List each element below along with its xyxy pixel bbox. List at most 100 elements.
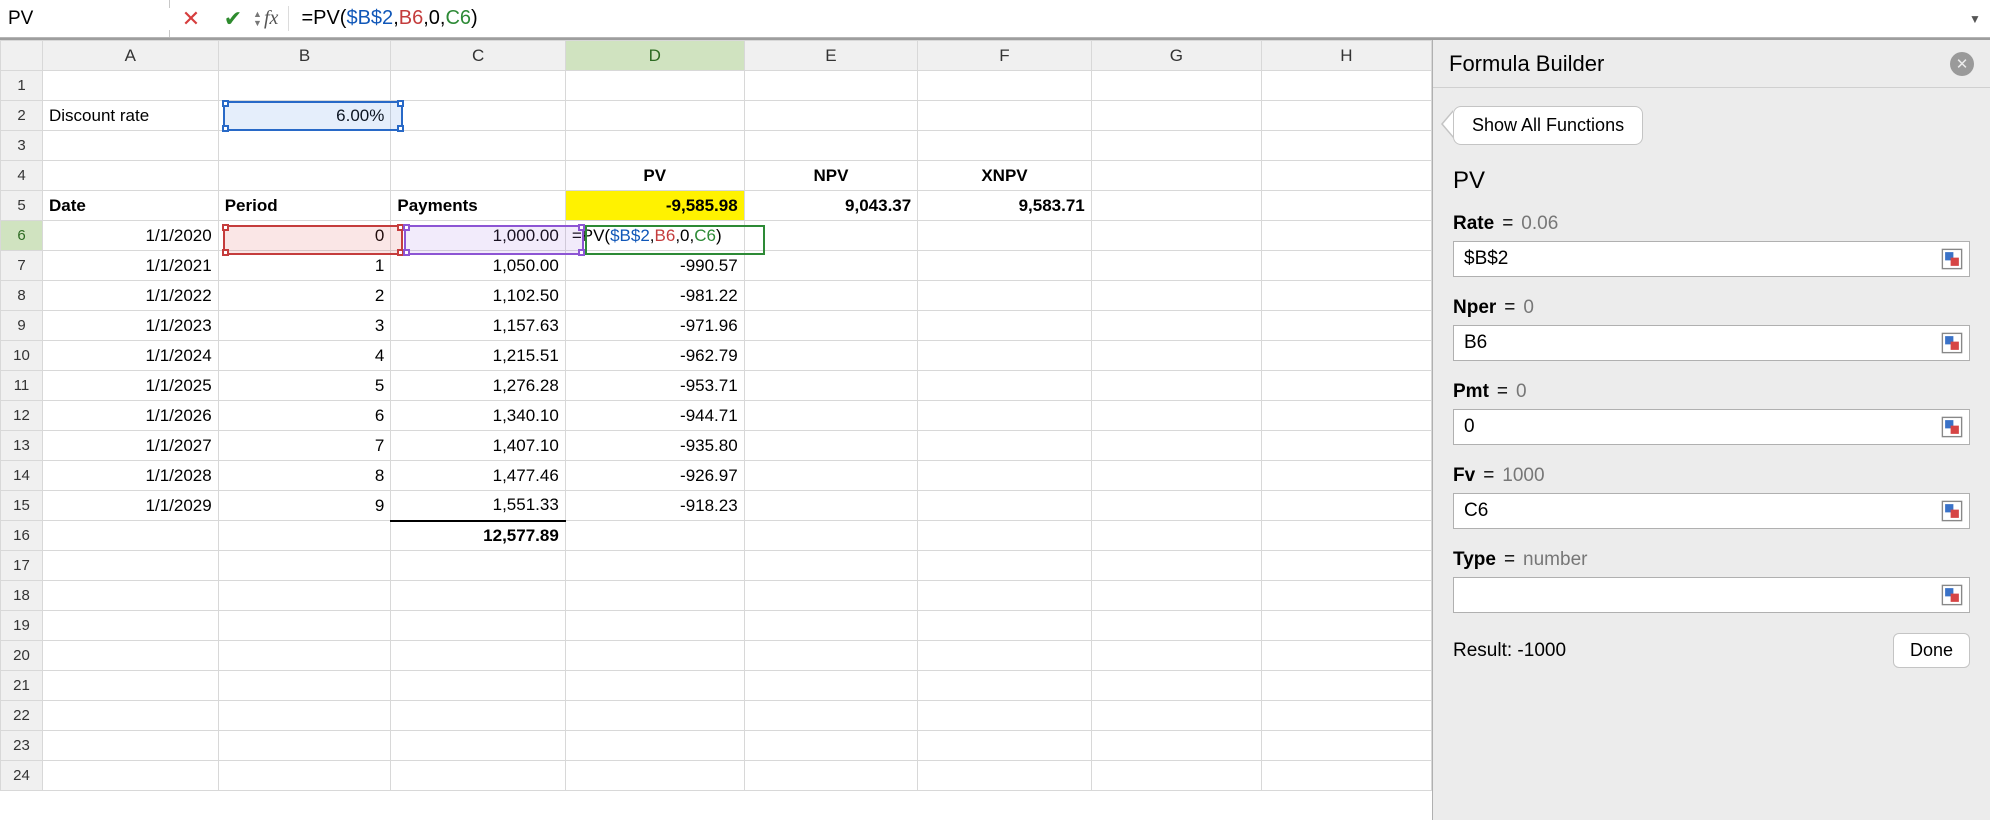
cell-B13[interactable]: 7 <box>218 431 391 461</box>
cell-G7[interactable] <box>1091 251 1261 281</box>
cell-E6[interactable] <box>744 221 918 251</box>
cell-B8[interactable]: 2 <box>218 281 391 311</box>
cell-G4[interactable] <box>1091 161 1261 191</box>
row-header-17[interactable]: 17 <box>1 551 43 581</box>
arg-input-nper[interactable] <box>1454 326 1941 360</box>
cell-F17[interactable] <box>918 551 1092 581</box>
cell-E16[interactable] <box>744 521 918 551</box>
cell-E10[interactable] <box>744 341 918 371</box>
range-picker-icon[interactable] <box>1941 332 1963 354</box>
cell-E19[interactable] <box>744 611 918 641</box>
cell-B4[interactable] <box>218 161 391 191</box>
cell-B21[interactable] <box>218 671 391 701</box>
range-picker-icon[interactable] <box>1941 500 1963 522</box>
cell-G9[interactable] <box>1091 311 1261 341</box>
cell-D15[interactable]: -918.23 <box>565 491 744 521</box>
cell-F12[interactable] <box>918 401 1092 431</box>
cell-G5[interactable] <box>1091 191 1261 221</box>
cell-H15[interactable] <box>1261 491 1431 521</box>
row-header-21[interactable]: 21 <box>1 671 43 701</box>
cell-H20[interactable] <box>1261 641 1431 671</box>
cell-D13[interactable]: -935.80 <box>565 431 744 461</box>
cell-C6[interactable]: 1,000.00 <box>391 221 565 251</box>
cell-H22[interactable] <box>1261 701 1431 731</box>
cell-B24[interactable] <box>218 761 391 791</box>
cell-D22[interactable] <box>565 701 744 731</box>
cell-B5[interactable]: Period <box>218 191 391 221</box>
cell-G24[interactable] <box>1091 761 1261 791</box>
cell-B14[interactable]: 8 <box>218 461 391 491</box>
cell-G16[interactable] <box>1091 521 1261 551</box>
cell-H9[interactable] <box>1261 311 1431 341</box>
cell-H21[interactable] <box>1261 671 1431 701</box>
cell-B20[interactable] <box>218 641 391 671</box>
row-header-18[interactable]: 18 <box>1 581 43 611</box>
cell-D17[interactable] <box>565 551 744 581</box>
cell-H16[interactable] <box>1261 521 1431 551</box>
cell-A6[interactable]: 1/1/2020 <box>43 221 219 251</box>
cell-B17[interactable] <box>218 551 391 581</box>
cell-F10[interactable] <box>918 341 1092 371</box>
cell-D20[interactable] <box>565 641 744 671</box>
cell-F3[interactable] <box>918 131 1092 161</box>
row-header-5[interactable]: 5 <box>1 191 43 221</box>
row-header-9[interactable]: 9 <box>1 311 43 341</box>
row-header-4[interactable]: 4 <box>1 161 43 191</box>
cell-A24[interactable] <box>43 761 219 791</box>
cell-F1[interactable] <box>918 71 1092 101</box>
cell-F24[interactable] <box>918 761 1092 791</box>
cell-E7[interactable] <box>744 251 918 281</box>
fx-label[interactable]: fx <box>254 6 289 32</box>
cell-G14[interactable] <box>1091 461 1261 491</box>
cell-H11[interactable] <box>1261 371 1431 401</box>
cell-A1[interactable] <box>43 71 219 101</box>
cell-A18[interactable] <box>43 581 219 611</box>
cell-G3[interactable] <box>1091 131 1261 161</box>
cancel-formula-button[interactable]: ✕ <box>170 0 212 37</box>
column-header-B[interactable]: B <box>218 41 391 71</box>
row-header-22[interactable]: 22 <box>1 701 43 731</box>
cell-E22[interactable] <box>744 701 918 731</box>
cell-H2[interactable] <box>1261 101 1431 131</box>
cell-B15[interactable]: 9 <box>218 491 391 521</box>
cell-A17[interactable] <box>43 551 219 581</box>
cell-A14[interactable]: 1/1/2028 <box>43 461 219 491</box>
cell-A7[interactable]: 1/1/2021 <box>43 251 219 281</box>
column-header-C[interactable]: C <box>391 41 565 71</box>
cell-F9[interactable] <box>918 311 1092 341</box>
cell-H13[interactable] <box>1261 431 1431 461</box>
cell-D10[interactable]: -962.79 <box>565 341 744 371</box>
spreadsheet[interactable]: ABCDEFGH12Discount rate6.00%34PVNPVXNPV5… <box>0 40 1432 820</box>
cell-E12[interactable] <box>744 401 918 431</box>
cell-G15[interactable] <box>1091 491 1261 521</box>
cell-F22[interactable] <box>918 701 1092 731</box>
cell-D23[interactable] <box>565 731 744 761</box>
cell-H4[interactable] <box>1261 161 1431 191</box>
cell-H1[interactable] <box>1261 71 1431 101</box>
row-header-20[interactable]: 20 <box>1 641 43 671</box>
cell-E3[interactable] <box>744 131 918 161</box>
row-header-16[interactable]: 16 <box>1 521 43 551</box>
cell-F13[interactable] <box>918 431 1092 461</box>
cell-A20[interactable] <box>43 641 219 671</box>
formula-bar-expand-icon[interactable]: ▼ <box>1960 12 1990 26</box>
cell-G17[interactable] <box>1091 551 1261 581</box>
cell-G20[interactable] <box>1091 641 1261 671</box>
cell-B19[interactable] <box>218 611 391 641</box>
cell-B1[interactable] <box>218 71 391 101</box>
cell-C24[interactable] <box>391 761 565 791</box>
cell-D14[interactable]: -926.97 <box>565 461 744 491</box>
cell-D5[interactable]: -9,585.98 <box>565 191 744 221</box>
cell-G8[interactable] <box>1091 281 1261 311</box>
cell-G2[interactable] <box>1091 101 1261 131</box>
cell-E8[interactable] <box>744 281 918 311</box>
cell-G12[interactable] <box>1091 401 1261 431</box>
column-header-D[interactable]: D <box>565 41 744 71</box>
close-panel-button[interactable]: ✕ <box>1950 52 1974 76</box>
cell-F7[interactable] <box>918 251 1092 281</box>
cell-F16[interactable] <box>918 521 1092 551</box>
cell-H23[interactable] <box>1261 731 1431 761</box>
cell-C16[interactable]: 12,577.89 <box>391 521 565 551</box>
cell-H5[interactable] <box>1261 191 1431 221</box>
cell-B2[interactable]: 6.00% <box>218 101 391 131</box>
